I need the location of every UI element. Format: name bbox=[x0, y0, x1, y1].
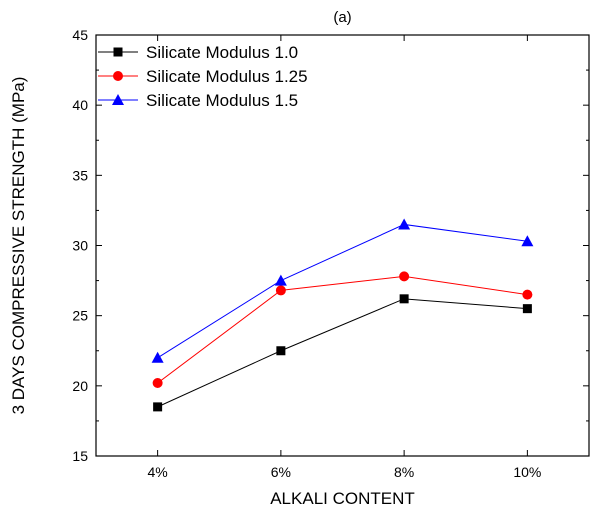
x-tick-label: 8% bbox=[394, 464, 414, 480]
y-tick-label: 15 bbox=[72, 448, 88, 464]
series-layer bbox=[151, 218, 534, 412]
x-tick-label: 10% bbox=[513, 464, 541, 480]
x-axis-title: ALKALI CONTENT bbox=[270, 489, 415, 508]
series-1 bbox=[153, 294, 532, 412]
y-tick-label: 40 bbox=[72, 97, 88, 113]
data-point bbox=[151, 351, 164, 363]
data-point bbox=[274, 274, 287, 286]
y-tick-label: 30 bbox=[72, 238, 88, 254]
series-line bbox=[157, 223, 528, 359]
series-line bbox=[157, 298, 528, 408]
data-point bbox=[521, 235, 534, 247]
legend: Silicate Modulus 1.0 Silicate Modulus 1.2… bbox=[98, 43, 308, 110]
series-2 bbox=[152, 271, 533, 389]
y-tick-label: 45 bbox=[72, 27, 88, 43]
data-point bbox=[398, 218, 411, 230]
data-point bbox=[153, 402, 163, 412]
x-tick-label: 4% bbox=[148, 464, 168, 480]
x-axis: 4% 6% 8% 10% bbox=[148, 35, 541, 480]
data-point bbox=[399, 271, 410, 282]
legend-label: Silicate Modulus 1.0 bbox=[146, 43, 298, 62]
chart-title: (a) bbox=[333, 9, 351, 26]
data-point bbox=[152, 378, 163, 389]
series-line bbox=[157, 275, 528, 384]
y-tick-label: 20 bbox=[72, 378, 88, 394]
data-point bbox=[522, 304, 532, 314]
data-point bbox=[276, 346, 286, 356]
legend-marker bbox=[112, 94, 124, 105]
y-tick-label: 25 bbox=[72, 308, 88, 324]
legend-label: Silicate Modulus 1.25 bbox=[146, 67, 308, 86]
y-tick-label: 35 bbox=[72, 167, 88, 183]
data-point bbox=[275, 285, 286, 296]
x-tick-label: 6% bbox=[271, 464, 291, 480]
legend-marker bbox=[113, 47, 123, 57]
legend-label: Silicate Modulus 1.5 bbox=[146, 91, 298, 110]
y-axis: 15 20 25 30 35 40 45 bbox=[72, 27, 589, 464]
data-point bbox=[522, 289, 533, 300]
legend-entry: Silicate Modulus 1.5 bbox=[98, 91, 298, 110]
legend-entry: Silicate Modulus 1.25 bbox=[98, 67, 308, 86]
legend-marker bbox=[113, 71, 123, 81]
data-point bbox=[399, 294, 409, 304]
legend-entry: Silicate Modulus 1.0 bbox=[98, 43, 298, 62]
series-3 bbox=[151, 218, 534, 363]
y-axis-title: 3 DAYS COMPRESSIVE STRENGTH (MPa) bbox=[9, 77, 28, 415]
